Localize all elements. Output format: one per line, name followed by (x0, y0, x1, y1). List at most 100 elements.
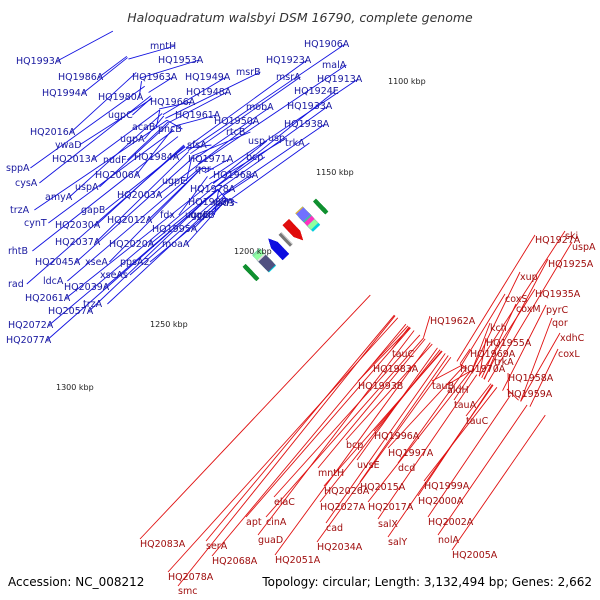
gene-label-forward[interactable]: HQ2006A (95, 170, 141, 181)
gene-label-forward[interactable]: HQ2016A (30, 127, 76, 138)
gene-label-forward[interactable]: fdx (160, 210, 175, 221)
gene-label-forward[interactable]: xseA (85, 257, 108, 268)
gene-label-reverse[interactable]: xup (520, 272, 538, 283)
gene-label-forward[interactable]: HQ1913A (317, 74, 363, 85)
gene-label-reverse[interactable]: HQ2005A (452, 550, 498, 561)
gene-label-forward[interactable]: HQ1995A (152, 224, 198, 235)
gene-label-forward[interactable]: HQ1938A (284, 119, 330, 130)
gene-label-reverse[interactable]: coxS (505, 294, 527, 305)
gene-label-forward[interactable]: nudF (103, 155, 127, 166)
gene-label-forward[interactable]: rtcB (226, 127, 245, 138)
gene-label-forward[interactable]: HQ2003A (117, 190, 163, 201)
gene-label-forward[interactable]: mobA (246, 102, 274, 113)
gene-label-forward[interactable]: HQ1966A (150, 97, 196, 108)
gene-label-forward[interactable]: HQ1923A (266, 55, 312, 66)
gene-label-forward[interactable]: msrB (236, 67, 261, 78)
gene-label-forward[interactable]: HQ1924E (294, 86, 339, 97)
gene-label-reverse[interactable]: aldH (447, 385, 469, 396)
gene-label-forward[interactable]: trzA (10, 205, 30, 216)
gene-label-forward[interactable]: gapB (81, 205, 105, 216)
gene-label-reverse[interactable]: pyrC (546, 305, 569, 316)
gene-label-reverse[interactable]: tauB (432, 381, 454, 392)
gene-label-forward[interactable]: HQ2072A (8, 320, 54, 331)
gene-label-reverse[interactable]: HQ2051A (275, 555, 321, 566)
gene-label-forward[interactable]: rad3 (213, 198, 235, 209)
gene-label-forward[interactable]: xseAs (100, 270, 128, 281)
gene-label-forward[interactable]: HQ1963A (132, 72, 178, 83)
gene-label-forward[interactable]: usp (268, 133, 285, 144)
gene-label-forward[interactable]: HQ2077A (6, 335, 52, 346)
gene-label-forward[interactable]: HQ1906A (304, 39, 350, 50)
gene-label-reverse[interactable]: HQ2002A (428, 517, 474, 528)
gene-label-reverse[interactable]: HQ1997A (388, 448, 434, 459)
gene-label-reverse[interactable]: trkA (494, 357, 514, 368)
gene-label-reverse[interactable]: HQ1999A (424, 481, 470, 492)
gene-label-reverse[interactable]: HQ2034A (317, 542, 363, 553)
gene-label-reverse[interactable]: HQ2078A (168, 572, 214, 583)
gene-label-forward[interactable]: ldcA (43, 276, 64, 287)
gene-label-reverse[interactable]: HQ1959A (507, 389, 553, 400)
gene-label-forward[interactable]: HQ2057A (48, 306, 94, 317)
gene-label-reverse[interactable]: tauC (392, 349, 415, 360)
gene-label-reverse[interactable]: HQ1983A (373, 364, 419, 375)
gene-label-forward[interactable]: HQ2013A (52, 154, 98, 165)
gene-label-reverse[interactable]: HQ2000A (418, 496, 464, 507)
gene-label-forward[interactable]: HQ2039A (64, 282, 110, 293)
gene-label-forward[interactable]: ugpA (120, 134, 145, 145)
gene-label-reverse[interactable]: HQ1955A (486, 338, 532, 349)
gene-label-forward[interactable]: HQ1961A (175, 110, 221, 121)
gene-label-forward[interactable]: HQ1971A (188, 154, 234, 165)
gene-label-forward[interactable]: ugpC (108, 110, 133, 121)
gene-label-forward[interactable]: HQ1978A (190, 184, 236, 195)
gene-label-reverse[interactable]: tauC (466, 416, 489, 427)
gene-label-reverse[interactable]: guaD (258, 535, 283, 546)
gene-label-forward[interactable]: ugpB (185, 210, 210, 221)
gene-label-reverse[interactable]: HQ1925A (548, 259, 594, 270)
gene-label-forward[interactable]: sppA (6, 163, 30, 174)
gene-label-forward[interactable]: ugpB (190, 210, 215, 221)
gene-label-reverse[interactable]: HQ2083A (140, 539, 186, 550)
gene-label-forward[interactable]: acaB (132, 122, 155, 133)
gene-label-forward[interactable]: HQ1968A (213, 170, 259, 181)
gene-label-reverse[interactable]: HQ2015A (360, 482, 406, 493)
gene-label-forward[interactable]: HQ1993A (16, 56, 62, 67)
gene-label-forward[interactable]: HQ2030A (55, 220, 101, 231)
gene-label-reverse[interactable]: HQ1962A (430, 316, 476, 327)
gene-label-reverse[interactable]: cinA (266, 517, 287, 528)
gene-label-reverse[interactable]: HQ2027A (320, 502, 366, 513)
gene-label-forward[interactable]: pncB (158, 124, 182, 135)
gene-label-reverse[interactable]: bcp (346, 440, 363, 451)
gene-label-reverse[interactable]: apt (246, 517, 262, 528)
gene-label-forward[interactable]: msrA (276, 72, 301, 83)
gene-label-forward[interactable]: HQ1984A (134, 152, 180, 163)
gene-label-forward[interactable]: rad (8, 279, 24, 290)
gene-label-forward[interactable]: cynT (24, 218, 47, 229)
gene-label-forward[interactable]: bcp (246, 152, 263, 163)
gene-label-reverse[interactable]: kch (490, 323, 507, 334)
gene-label-reverse[interactable]: HQ1969A (470, 349, 516, 360)
gene-label-forward[interactable]: amyA (45, 192, 73, 203)
gene-label-forward[interactable]: malA (322, 60, 347, 71)
gene-label-forward[interactable]: HQ2045A (35, 257, 81, 268)
gene-label-reverse[interactable]: HQ1958A (508, 373, 554, 384)
gene-label-reverse[interactable]: HQ2026A (324, 486, 370, 497)
gene-label-reverse[interactable]: tauA (454, 400, 477, 411)
gene-label-forward[interactable]: HQ2012A (107, 215, 153, 226)
gene-label-reverse[interactable]: HQ1935A (535, 289, 581, 300)
gene-label-forward[interactable]: HQ1953A (158, 55, 204, 66)
gene-label-reverse[interactable]: xdhC (560, 333, 585, 344)
gene-label-forward[interactable]: cysA (15, 178, 38, 189)
gene-label-reverse[interactable]: serA (206, 541, 228, 552)
gene-label-forward[interactable]: HQ2037A (55, 237, 101, 248)
gene-label-forward[interactable]: HQ1949A (185, 72, 231, 83)
gene-label-forward[interactable]: HQ1933A (287, 101, 333, 112)
gene-label-reverse[interactable]: HQ2017A (368, 502, 414, 513)
gene-label-forward[interactable]: HQ1950A (214, 116, 260, 127)
gene-label-forward[interactable]: HQ1986A (58, 72, 104, 83)
gene-label-reverse[interactable]: HQ1927A (535, 235, 581, 246)
gene-label-forward[interactable]: HQ2061A (25, 293, 71, 304)
gene-label-forward[interactable]: rhtB (8, 246, 28, 257)
gene-label-reverse[interactable]: nolA (438, 535, 459, 546)
gene-label-reverse[interactable]: qor (552, 318, 568, 329)
gene-label-forward[interactable]: trzA (83, 299, 103, 310)
